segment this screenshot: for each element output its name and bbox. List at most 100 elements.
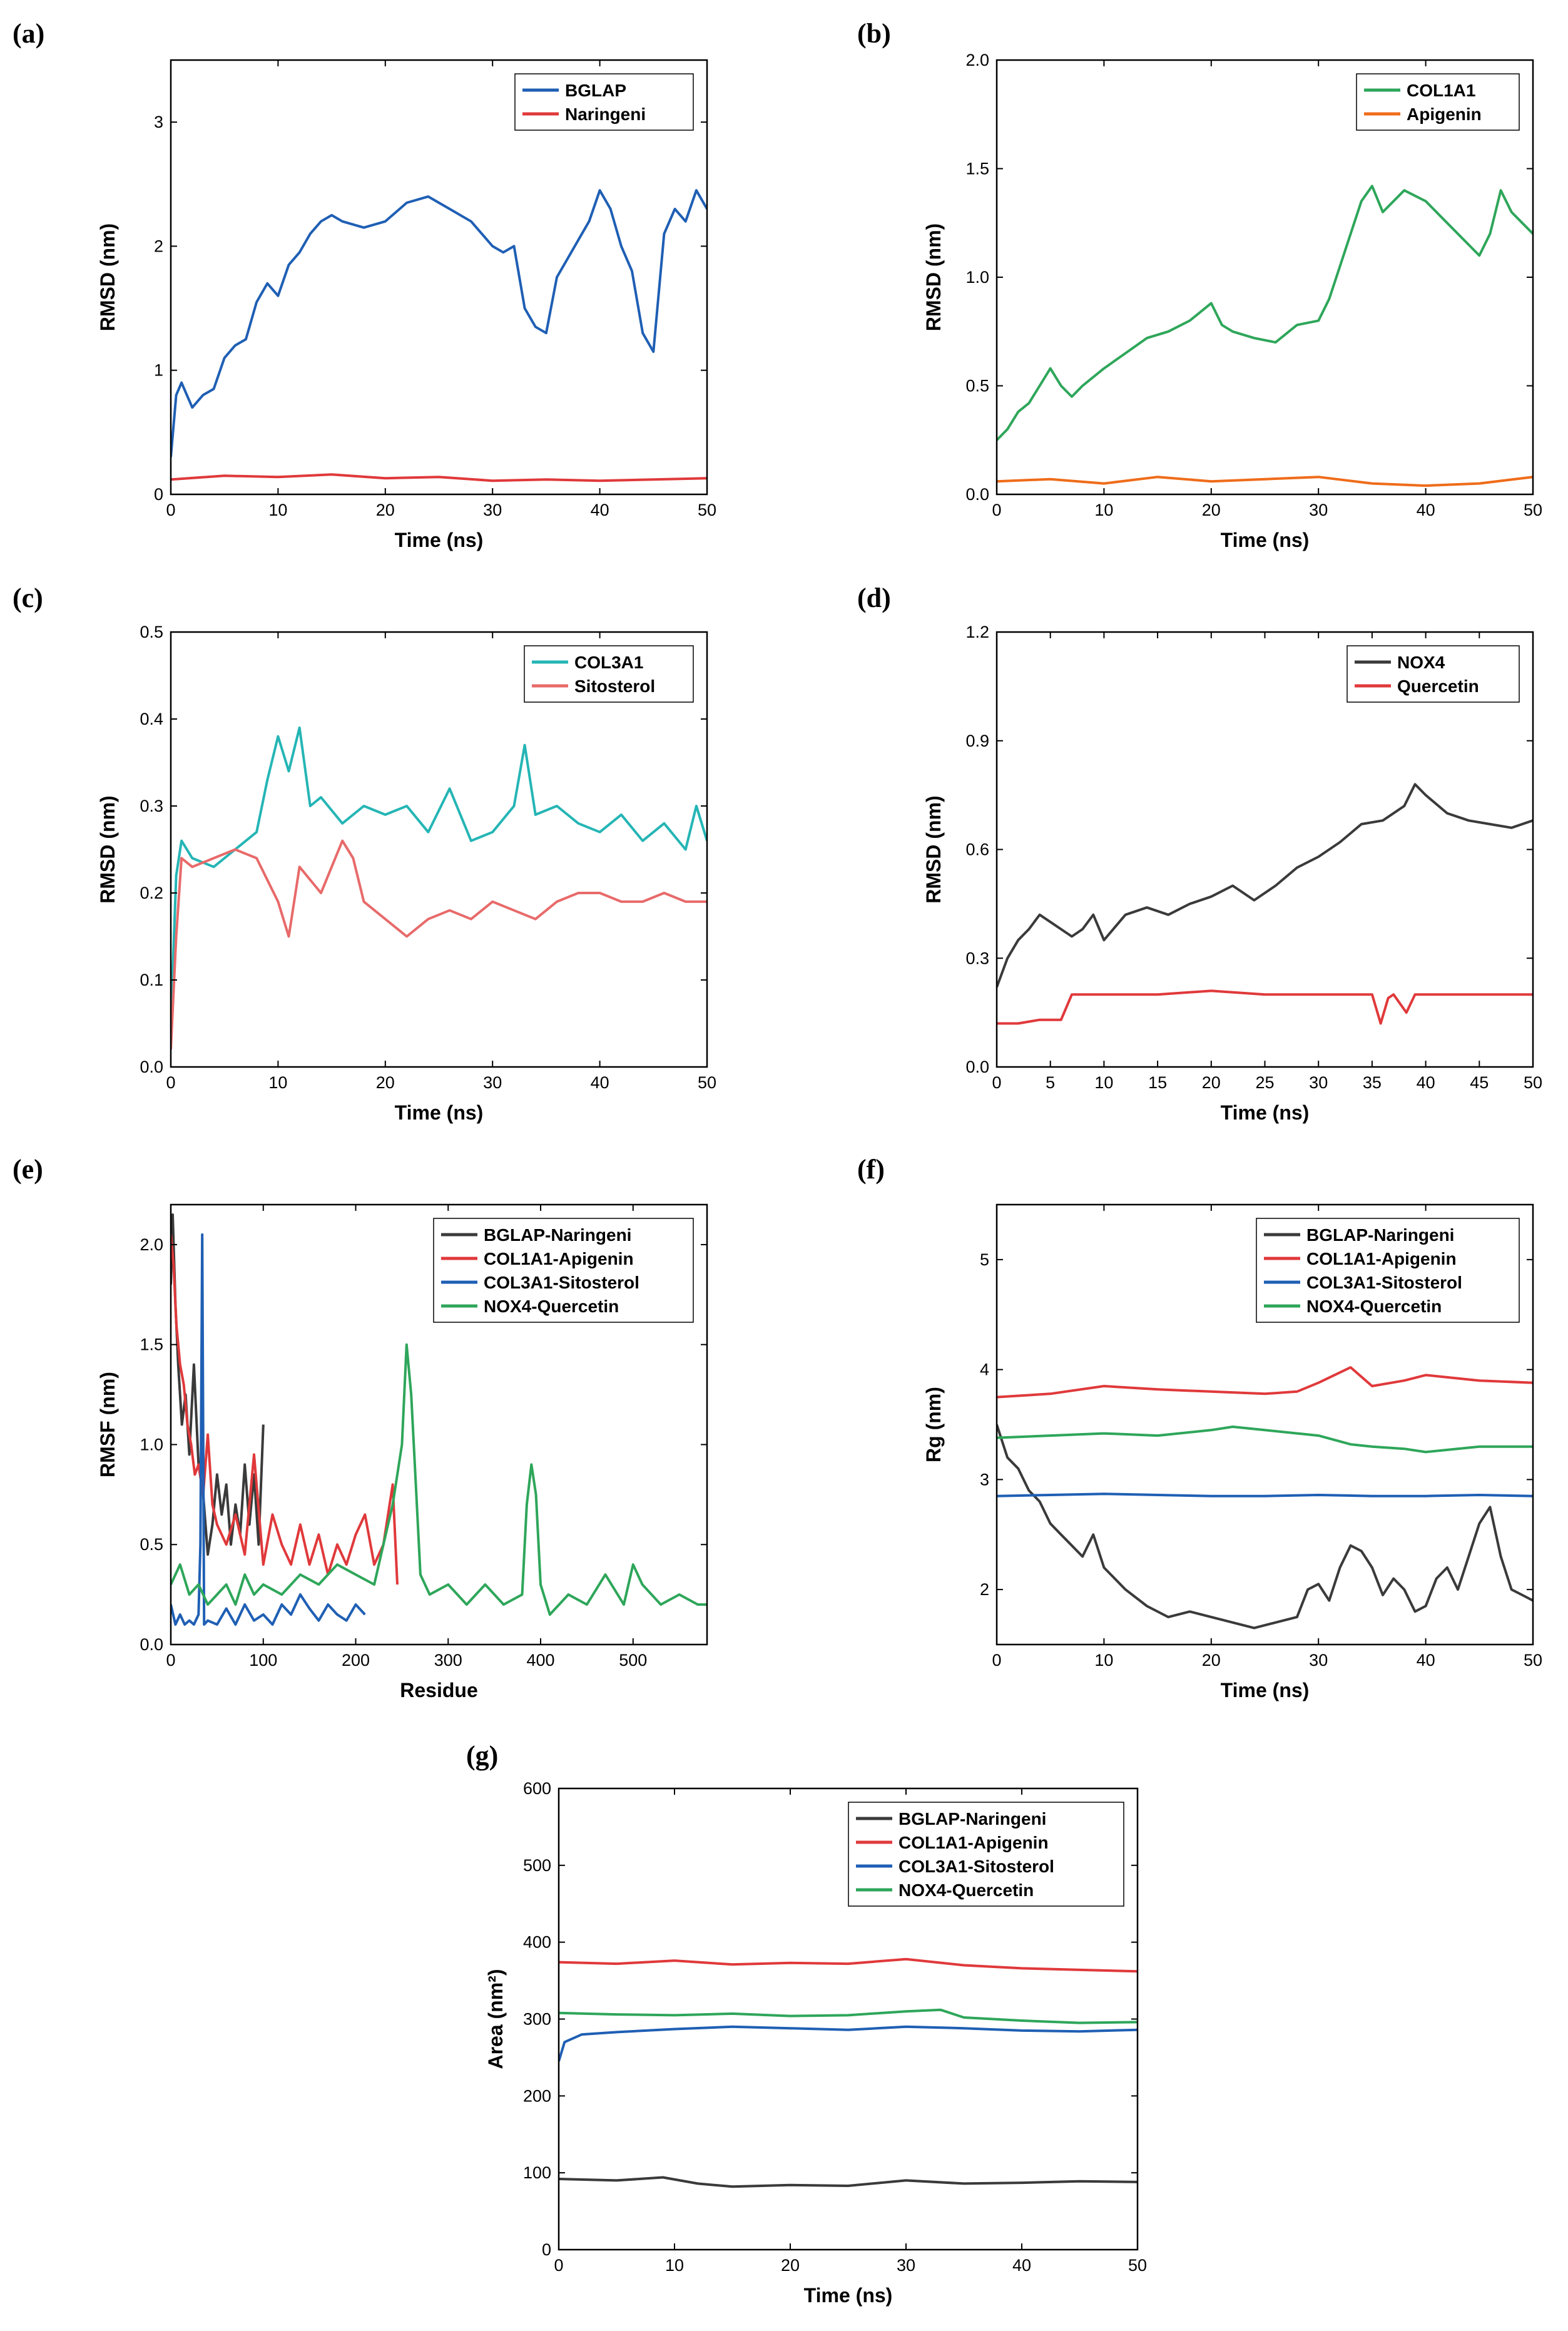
x-tick-label: 40: [591, 1073, 609, 1092]
series-group: [171, 189, 707, 482]
legend-box: [1356, 73, 1520, 131]
legend: BGLAP-Naringeni COL1A1-Apigenin COL3A1-Sit…: [848, 1802, 1124, 1907]
x-axis-title: Time (ns): [1221, 1679, 1310, 1701]
x-tick-label: 40: [591, 501, 609, 519]
y-tick-label: 0.5: [965, 377, 989, 395]
y-tick-label: 0.0: [140, 1635, 163, 1654]
y-axis-title: RMSF (nm): [96, 1372, 119, 1477]
x-tick-label: 50: [1128, 2256, 1147, 2275]
y-tick-label: 2.0: [140, 1235, 163, 1254]
y-tick-label: 5: [980, 1250, 989, 1269]
series-line-nox4-quercetin: [997, 1426, 1533, 1454]
x-tick-label: 30: [483, 501, 502, 519]
x-tick-label: 0: [166, 501, 175, 519]
panel-e: (e) 0 100 200 300 400 500 0.0 0.5 1.0 1.5 2.0 Residu…: [13, 1154, 708, 1701]
legend: BGLAP-Naringeni COL1A1-Apigenin COL3A1-Sit…: [1256, 1218, 1520, 1323]
x-axis-title: Residue: [400, 1679, 477, 1701]
y-tick-label: 600: [523, 1779, 551, 1798]
series-line-col3a1-sitosterol: [171, 1233, 366, 1626]
x-tick-label: 100: [249, 1651, 277, 1670]
series-line-quercetin: [997, 989, 1533, 1025]
x-tick-label: 0: [554, 2256, 563, 2275]
x-tick-label: 50: [1524, 1651, 1542, 1670]
y-tick-label: 0.0: [965, 485, 989, 504]
series-group: [559, 1957, 1138, 2188]
y-tick-label: 0.5: [140, 1535, 163, 1554]
x-tick-label: 25: [1255, 1073, 1274, 1092]
x-tick-label: 40: [1417, 1073, 1435, 1092]
y-tick-label: 0.3: [965, 949, 989, 967]
y-tick-label: 1.0: [140, 1435, 163, 1454]
y-tick-label: 1.2: [965, 623, 989, 641]
plot-frame: [170, 1203, 708, 1646]
y-tick-label: 0.0: [965, 1058, 989, 1076]
y-tick-label: 0.4: [140, 710, 163, 728]
panel-f: (f) 0 10 20 30 40 50 2 3 4 5 Time (ns) Rg (nm) BGLAP-…: [857, 1154, 1542, 1701]
x-tick-label: 30: [483, 1073, 502, 1092]
x-tick-label: 45: [1470, 1073, 1489, 1092]
series-line-nox4: [997, 783, 1533, 988]
y-axis-title: Rg (nm): [922, 1387, 945, 1462]
y-tick-label: 0: [154, 485, 163, 504]
legend-box: [514, 73, 694, 131]
panel-c: (c) 0 10 20 30 40 50 0.0 0.1 0.2 0.3 0.4 0.5 Time (ns…: [13, 583, 716, 1124]
legend-label: Apigenin: [1407, 105, 1482, 124]
series-group: [997, 783, 1533, 1025]
series-line-col3a1-sitosterol: [559, 2025, 1138, 2062]
series-group: [171, 726, 707, 1050]
legend-box: [848, 1802, 1124, 1907]
series-line-col1a1-apigenin: [171, 1234, 399, 1585]
x-tick-label: 20: [1202, 501, 1221, 519]
y-tick-label: 400: [523, 1933, 551, 1952]
series-line-nox4-quercetin: [559, 2008, 1138, 2024]
y-axis-title: Area (nm²): [484, 1969, 507, 2069]
y-tick-label: 2: [980, 1580, 989, 1599]
legend-label: COL1A1-Apigenin: [484, 1249, 634, 1268]
y-axis-title: RMSD (nm): [922, 223, 945, 331]
legend-label: BGLAP-Naringeni: [1306, 1225, 1454, 1245]
y-tick-label: 1: [154, 361, 163, 380]
legend-label: NOX4: [1397, 653, 1445, 672]
series-group: [997, 185, 1533, 487]
legend-label: COL3A1: [574, 653, 643, 672]
series-line-nox4-quercetin: [171, 1343, 707, 1616]
y-tick-label: 1.5: [140, 1335, 163, 1354]
y-tick-label: 300: [523, 2010, 551, 2029]
series-line-col1a1-apigenin: [559, 1957, 1138, 1973]
y-tick-label: 2.0: [965, 51, 989, 69]
x-tick-label: 35: [1363, 1073, 1382, 1092]
panel-b: (b) 0 10 20 30 40 50 0.0 0.5 1.0 1.5 2.0 Time (ns) RM…: [857, 18, 1542, 551]
x-tick-label: 300: [434, 1651, 462, 1670]
x-tick-label: 50: [698, 1073, 716, 1092]
y-tick-label: 0.2: [140, 884, 163, 902]
x-tick-label: 10: [1094, 501, 1113, 519]
x-tick-label: 0: [992, 501, 1001, 519]
y-tick-label: 0.3: [140, 797, 163, 815]
series-group: [171, 1213, 707, 1626]
y-tick-label: 200: [523, 2086, 551, 2105]
x-tick-label: 10: [268, 1073, 287, 1092]
x-tick-label: 20: [376, 1073, 395, 1092]
series-line-naringeni: [171, 473, 707, 482]
plot-frame: [170, 59, 708, 496]
panel-letter: (e): [13, 1154, 43, 1185]
x-tick-label: 200: [342, 1651, 370, 1670]
x-tick-label: 50: [1524, 1073, 1542, 1092]
series-line-bglap-naringeni: [997, 1424, 1533, 1630]
y-tick-label: 4: [980, 1360, 989, 1379]
legend-label: NOX4-Quercetin: [1306, 1297, 1442, 1316]
panel-letter: (c): [13, 583, 43, 613]
legend-box: [1347, 645, 1520, 703]
x-axis-title: Time (ns): [804, 2284, 893, 2307]
y-tick-label: 100: [523, 2163, 551, 2182]
x-tick-label: 10: [1094, 1073, 1113, 1092]
x-tick-label: 30: [1309, 1651, 1328, 1670]
x-tick-label: 500: [619, 1651, 647, 1670]
series-line-apigenin: [997, 476, 1533, 487]
x-tick-label: 40: [1012, 2256, 1031, 2275]
series-line-col3a1-sitosterol: [997, 1492, 1533, 1497]
legend-label: Quercetin: [1397, 676, 1479, 696]
series-line-bglap-naringeni: [171, 1213, 265, 1556]
x-tick-label: 10: [268, 501, 287, 519]
legend-label: NOX4-Quercetin: [484, 1297, 619, 1316]
